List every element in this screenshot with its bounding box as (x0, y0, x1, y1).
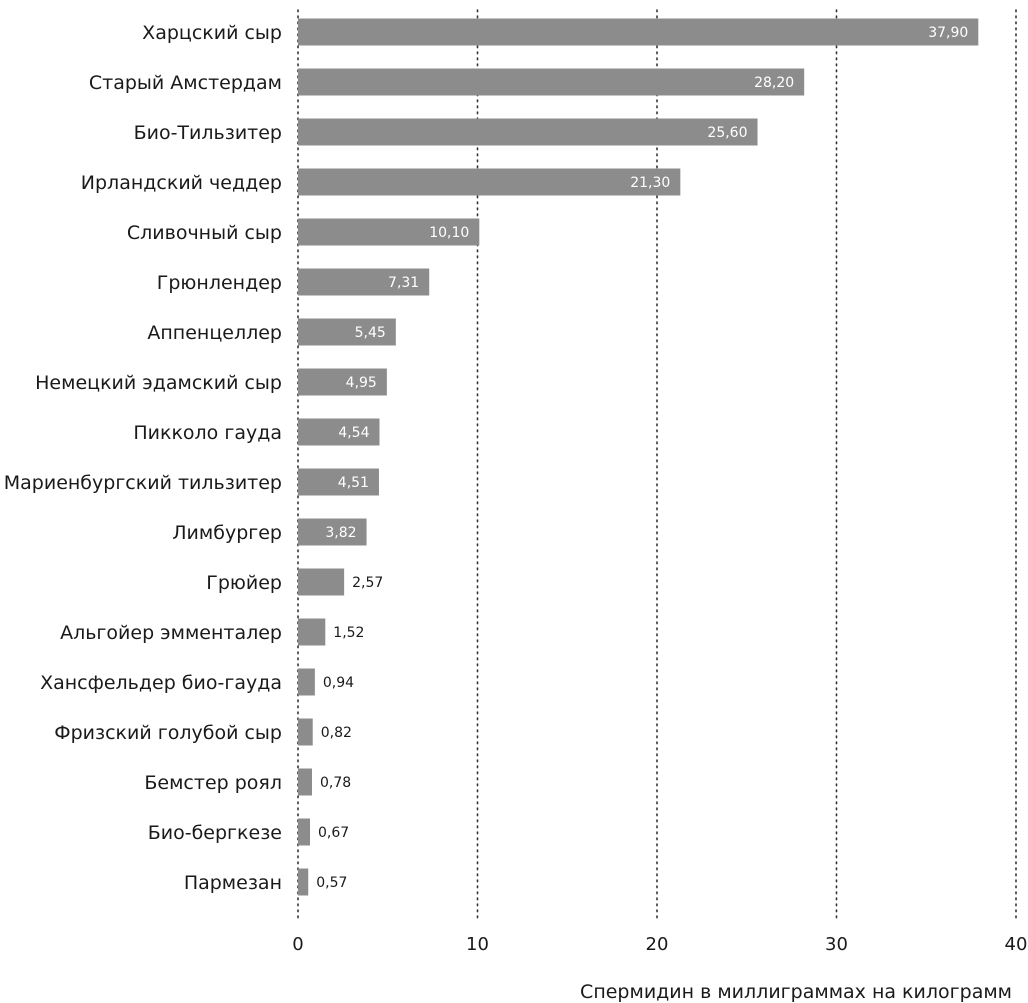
bar-2 (298, 118, 758, 146)
value-label-3: 21,30 (630, 175, 670, 191)
x-axis-title: Спермидин в миллиграммах на килограмм (580, 981, 1012, 1003)
bar-5 (298, 268, 430, 296)
bar-4 (298, 218, 480, 246)
bar-7 (298, 368, 387, 396)
category-label-10: Лимбургер (172, 522, 282, 544)
category-label-4: Сливочный сыр (127, 222, 282, 244)
value-labels: 37,90 28,20 25,60 21,30 10,10 7,31 5,45 4,95 4,5… (316, 25, 968, 891)
bar-14 (298, 718, 313, 746)
category-label-0: Харцский сыр (142, 22, 282, 44)
value-label-14: 0,82 (321, 725, 352, 741)
category-label-7: Немецкий эдамский сыр (35, 372, 282, 394)
category-label-13: Хансфельдер био-гауда (40, 672, 282, 694)
x-tick-label-20: 20 (646, 934, 669, 955)
bar-13 (298, 668, 315, 696)
value-label-17: 0,57 (316, 875, 347, 891)
value-label-12: 1,52 (333, 625, 364, 641)
value-label-10: 3,82 (325, 525, 356, 541)
category-label-6: Аппенцеллер (147, 322, 282, 344)
category-label-16: Био-бергкезе (148, 822, 282, 844)
bar-11 (298, 568, 345, 596)
x-tick-label-30: 30 (825, 934, 848, 955)
value-label-1: 28,20 (754, 75, 794, 91)
x-tick-label-0: 0 (292, 934, 303, 955)
value-label-5: 7,31 (388, 275, 419, 291)
value-label-4: 10,10 (429, 225, 469, 241)
bar-0 (298, 18, 979, 46)
category-label-15: Бемстер роял (144, 772, 282, 794)
x-tick-label-40: 40 (1005, 934, 1028, 955)
bar-9 (298, 468, 379, 496)
bar-8 (298, 418, 380, 446)
value-label-15: 0,78 (320, 775, 351, 791)
category-label-17: Пармезан (184, 872, 282, 894)
value-label-0: 37,90 (928, 25, 968, 41)
bars (298, 18, 979, 896)
category-label-1: Старый Амстердам (89, 72, 282, 94)
category-labels: Харцский сыр Старый Амстердам Био-Тильзите… (4, 22, 282, 894)
category-label-3: Ирландский чеддер (81, 172, 282, 194)
value-label-8: 4,54 (338, 425, 369, 441)
value-label-6: 5,45 (355, 325, 386, 341)
bar-10 (298, 518, 367, 546)
category-label-8: Пикколо гауда (133, 422, 282, 444)
bar-12 (298, 618, 326, 646)
category-label-5: Грюнлендер (157, 272, 282, 294)
value-label-11: 2,57 (352, 575, 383, 591)
bar-6 (298, 318, 396, 346)
category-label-14: Фризский голубой сыр (54, 722, 282, 744)
category-label-11: Грюйер (206, 572, 282, 594)
x-tick-label-10: 10 (466, 934, 489, 955)
x-axis-ticks: 0 10 20 30 40 (292, 934, 1027, 955)
bar-15 (298, 768, 313, 796)
bar-3 (298, 168, 681, 196)
bar-1 (298, 68, 805, 96)
value-label-9: 4,51 (338, 475, 369, 491)
bar-17 (298, 868, 309, 896)
value-label-7: 4,95 (346, 375, 377, 391)
value-label-16: 0,67 (318, 825, 349, 841)
value-label-13: 0,94 (323, 675, 354, 691)
category-label-9: Мариенбургский тильзитер (4, 472, 282, 494)
category-label-12: Альгойер эмменталер (60, 622, 282, 644)
bar-16 (298, 818, 311, 846)
category-label-2: Био-Тильзитер (134, 122, 282, 144)
gridlines (297, 9, 1017, 919)
value-label-2: 25,60 (707, 125, 747, 141)
